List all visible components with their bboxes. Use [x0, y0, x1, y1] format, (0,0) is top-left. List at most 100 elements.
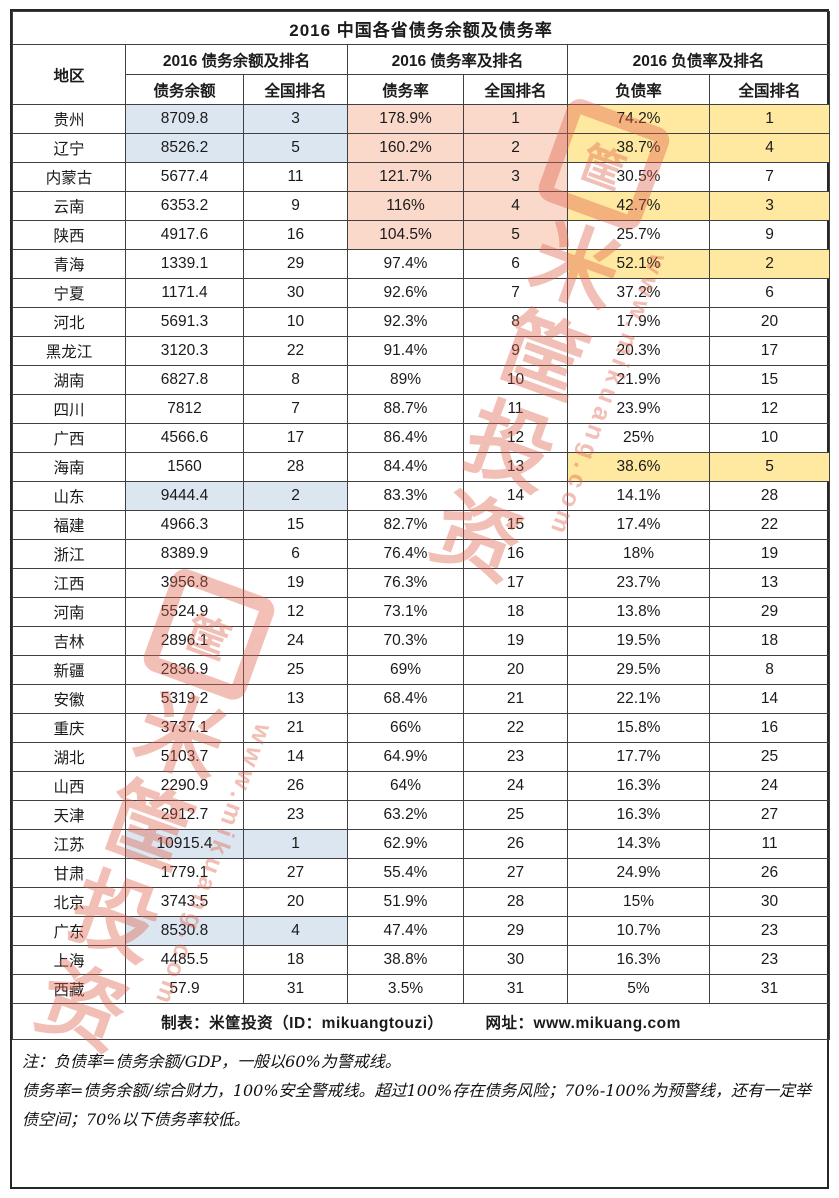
debt-rate-rank-cell: 29 [463, 916, 568, 946]
balance-cell: 2912.7 [125, 800, 244, 830]
table-row: 安徽 5319.2 13 68.4% 21 22.1% 14 [12, 684, 831, 714]
liability-rate-rank-cell: 20 [708, 307, 831, 337]
debt-rate-rank-cell: 6 [463, 249, 568, 279]
liability-rate-cell: 14.3% [567, 829, 710, 859]
region-cell: 山西 [12, 771, 126, 801]
liability-rate-rank-cell: 14 [708, 684, 831, 714]
debt-rate-rank-cell: 27 [463, 858, 568, 888]
liability-rate-cell: 23.7% [567, 568, 710, 598]
debt-rate-cell: 55.4% [347, 858, 464, 888]
liability-rate-cell: 16.3% [567, 771, 710, 801]
liability-rate-cell: 74.2% [567, 104, 710, 134]
liability-rate-group-header: 2016 负债率及排名 [566, 44, 831, 75]
balance-rank-cell: 18 [243, 945, 348, 975]
liability-rate-rank-cell: 6 [708, 278, 831, 308]
balance-rank-cell: 13 [243, 684, 348, 714]
region-cell: 北京 [12, 887, 126, 917]
region-cell: 湖南 [12, 365, 126, 395]
table-row: 湖北 5103.7 14 64.9% 23 17.7% 25 [12, 742, 831, 772]
balance-cell: 7812 [125, 394, 244, 424]
table-row: 湖南 6827.8 8 89% 10 21.9% 15 [12, 365, 831, 395]
table-row: 河北 5691.3 10 92.3% 8 17.9% 20 [12, 307, 831, 337]
table-row: 北京 3743.5 20 51.9% 28 15% 30 [12, 887, 831, 917]
debt-rate-cell: 69% [347, 655, 464, 685]
debt-rate-rank-cell: 31 [463, 974, 568, 1004]
table-row: 重庆 3737.1 21 66% 22 15.8% 16 [12, 713, 831, 743]
debt-rate-cell: 178.9% [347, 104, 464, 134]
balance-cell: 2896.1 [125, 626, 244, 656]
debt-rate-cell: 76.3% [347, 568, 464, 598]
debt-rate-rank-cell: 30 [463, 945, 568, 975]
liability-rate-rank-cell: 16 [708, 713, 831, 743]
debt-rate-rank-cell: 16 [463, 539, 568, 569]
table-row: 浙江 8389.9 6 76.4% 16 18% 19 [12, 539, 831, 569]
region-cell: 陕西 [12, 220, 126, 250]
debt-rate-rank-header: 全国排名 [463, 74, 568, 105]
liability-rate-rank-cell: 23 [708, 916, 831, 946]
debt-rate-rank-cell: 23 [463, 742, 568, 772]
liability-rate-cell: 52.1% [567, 249, 710, 279]
balance-rank-cell: 30 [243, 278, 348, 308]
balance-group-header: 2016 债务余额及排名 [125, 44, 348, 75]
region-cell: 内蒙古 [12, 162, 126, 192]
balance-cell: 8530.8 [125, 916, 244, 946]
balance-rank-cell: 22 [243, 336, 348, 366]
liability-rate-rank-cell: 28 [708, 481, 831, 511]
table-row: 天津 2912.7 23 63.2% 25 16.3% 27 [12, 800, 831, 830]
balance-rank-cell: 16 [243, 220, 348, 250]
balance-cell: 4966.3 [125, 510, 244, 540]
liability-rate-cell: 19.5% [567, 626, 710, 656]
debt-rate-rank-cell: 17 [463, 568, 568, 598]
balance-rank-cell: 10 [243, 307, 348, 337]
liability-rate-rank-cell: 9 [708, 220, 831, 250]
region-cell: 河北 [12, 307, 126, 337]
liability-rate-cell: 16.3% [567, 945, 710, 975]
table-row: 吉林 2896.1 24 70.3% 19 19.5% 18 [12, 626, 831, 656]
balance-cell: 5103.7 [125, 742, 244, 772]
table-row: 广西 4566.6 17 86.4% 12 25% 10 [12, 423, 831, 453]
balance-cell: 6353.2 [125, 191, 244, 221]
region-cell: 西藏 [12, 974, 126, 1004]
region-cell: 福建 [12, 510, 126, 540]
region-cell: 山东 [12, 481, 126, 511]
debt-rate-rank-cell: 15 [463, 510, 568, 540]
table-row: 广东 8530.8 4 47.4% 29 10.7% 23 [12, 916, 831, 946]
liability-rate-cell: 17.7% [567, 742, 710, 772]
balance-rank-cell: 27 [243, 858, 348, 888]
table-row: 内蒙古 5677.4 11 121.7% 3 30.5% 7 [12, 162, 831, 192]
balance-rank-cell: 25 [243, 655, 348, 685]
liability-rate-cell: 10.7% [567, 916, 710, 946]
liability-rate-rank-cell: 11 [708, 829, 831, 859]
liability-rate-cell: 14.1% [567, 481, 710, 511]
debt-rate-cell: 104.5% [347, 220, 464, 250]
footer-maker: 制表：米筐投资（ID：mikuangtouzi） [161, 1014, 444, 1032]
table-row: 江苏 10915.4 1 62.9% 26 14.3% 11 [12, 829, 831, 859]
balance-cell: 3743.5 [125, 887, 244, 917]
liability-rate-cell: 17.4% [567, 510, 710, 540]
region-cell: 上海 [12, 945, 126, 975]
debt-rate-rank-cell: 24 [463, 771, 568, 801]
debt-rate-rank-cell: 19 [463, 626, 568, 656]
balance-rank-cell: 12 [243, 597, 348, 627]
balance-cell: 2290.9 [125, 771, 244, 801]
balance-cell: 4917.6 [125, 220, 244, 250]
balance-rank-cell: 2 [243, 481, 348, 511]
table-row: 陕西 4917.6 16 104.5% 5 25.7% 9 [12, 220, 831, 250]
debt-rate-cell: 70.3% [347, 626, 464, 656]
region-cell: 广东 [12, 916, 126, 946]
debt-rate-cell: 121.7% [347, 162, 464, 192]
balance-rank-cell: 1 [243, 829, 348, 859]
debt-rate-rank-cell: 2 [463, 133, 568, 163]
table-row: 宁夏 1171.4 30 92.6% 7 37.2% 6 [12, 278, 831, 308]
liability-rate-rank-cell: 27 [708, 800, 831, 830]
liability-rate-rank-cell: 1 [708, 104, 831, 134]
region-cell: 江西 [12, 568, 126, 598]
liability-rate-cell: 15% [567, 887, 710, 917]
table-row: 山西 2290.9 26 64% 24 16.3% 24 [12, 771, 831, 801]
balance-rank-cell: 23 [243, 800, 348, 830]
balance-cell: 6827.8 [125, 365, 244, 395]
table-row: 甘肃 1779.1 27 55.4% 27 24.9% 26 [12, 858, 831, 888]
table-row: 河南 5524.9 12 73.1% 18 13.8% 29 [12, 597, 831, 627]
balance-cell: 4485.5 [125, 945, 244, 975]
balance-rank-cell: 8 [243, 365, 348, 395]
